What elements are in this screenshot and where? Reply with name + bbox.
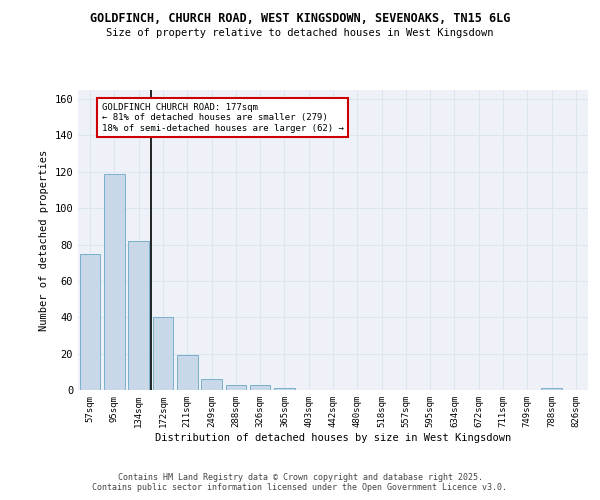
Bar bbox=[250, 384, 271, 390]
Bar bbox=[152, 318, 173, 390]
Text: GOLDFINCH CHURCH ROAD: 177sqm
← 81% of detached houses are smaller (279)
18% of : GOLDFINCH CHURCH ROAD: 177sqm ← 81% of d… bbox=[101, 102, 343, 132]
Text: Contains HM Land Registry data © Crown copyright and database right 2025.
Contai: Contains HM Land Registry data © Crown c… bbox=[92, 473, 508, 492]
Bar bbox=[201, 379, 222, 390]
Y-axis label: Number of detached properties: Number of detached properties bbox=[39, 150, 49, 330]
Bar bbox=[541, 388, 562, 390]
Bar bbox=[177, 356, 197, 390]
X-axis label: Distribution of detached houses by size in West Kingsdown: Distribution of detached houses by size … bbox=[155, 432, 511, 442]
Bar bbox=[226, 384, 246, 390]
Bar bbox=[80, 254, 100, 390]
Text: Size of property relative to detached houses in West Kingsdown: Size of property relative to detached ho… bbox=[106, 28, 494, 38]
Bar bbox=[274, 388, 295, 390]
Bar bbox=[128, 241, 149, 390]
Bar bbox=[104, 174, 125, 390]
Text: GOLDFINCH, CHURCH ROAD, WEST KINGSDOWN, SEVENOAKS, TN15 6LG: GOLDFINCH, CHURCH ROAD, WEST KINGSDOWN, … bbox=[90, 12, 510, 26]
